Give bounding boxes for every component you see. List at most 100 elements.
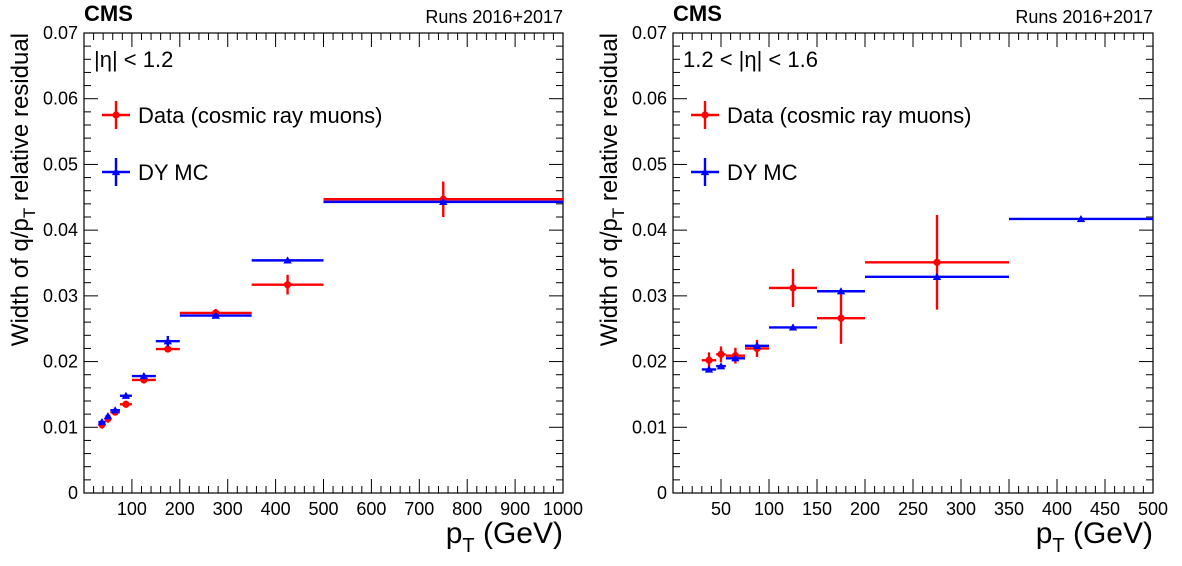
series-data <box>701 215 1009 369</box>
point-marker <box>110 406 120 414</box>
data-point <box>251 274 324 295</box>
series-data <box>98 181 563 429</box>
data-point <box>716 362 726 370</box>
chart-panel-1: 0 0.01 0.02 0.03 0.04 0.05 0.06 0.07 100 200 300 40… <box>7 1 583 557</box>
x-axis-title-sub: T <box>1052 535 1064 557</box>
data-point <box>155 335 180 347</box>
legend-entry: Data (cosmic ray muons) <box>691 101 972 129</box>
y-tick-label: 0.03 <box>632 286 667 306</box>
data-point <box>97 418 107 426</box>
legend-entry: DY MC <box>691 158 798 186</box>
point-marker <box>752 341 762 349</box>
data-point <box>769 323 817 331</box>
chart-panel-2: 0 0.01 0.02 0.03 0.04 0.05 0.06 0.07 50 100 150 200… <box>596 1 1168 557</box>
x-axis-title: pT (GeV) <box>1036 517 1153 557</box>
x-tick-label: 600 <box>356 499 386 519</box>
x-tick-label: 450 <box>1090 499 1120 519</box>
legend-label: DY MC <box>727 160 798 185</box>
x-tick-label: 50 <box>711 499 731 519</box>
data-point <box>251 256 324 264</box>
y-axis-title-rest: relative residual <box>7 33 34 208</box>
y-tick-label: 0.04 <box>43 220 78 240</box>
y-tick-label: 0.05 <box>632 154 667 174</box>
data-point <box>323 197 563 206</box>
plot-frame <box>83 32 564 494</box>
point-marker <box>717 350 725 358</box>
data-point <box>119 400 132 408</box>
experiment-label: CMS <box>673 1 722 26</box>
point-marker <box>122 400 130 408</box>
x-axis-title-main: p <box>446 517 463 550</box>
region-label: |η| < 1.2 <box>94 47 173 72</box>
x-tick-label: 200 <box>850 499 880 519</box>
point-marker <box>164 345 172 353</box>
legend-label: Data (cosmic ray muons) <box>727 103 972 128</box>
y-tick-label: 0.04 <box>632 220 667 240</box>
data-point <box>110 406 120 414</box>
x-tick-label: 250 <box>898 499 928 519</box>
y-axis-title: Width of q/pT relative residual <box>7 33 39 346</box>
legend-label: DY MC <box>138 160 209 185</box>
x-tick-label: 400 <box>1042 499 1072 519</box>
data-point <box>716 346 726 363</box>
x-tick-label: 800 <box>452 499 482 519</box>
x-tick-label: 200 <box>165 499 195 519</box>
x-tick-label: 400 <box>261 499 291 519</box>
legend-marker <box>701 111 709 119</box>
x-tick-label: 300 <box>213 499 243 519</box>
data-point <box>865 215 1009 310</box>
y-tick-label: 0.01 <box>43 417 78 437</box>
point-marker <box>933 258 941 266</box>
point-marker <box>163 337 173 345</box>
data-point <box>865 272 1009 280</box>
legend-label: Data (cosmic ray muons) <box>138 103 383 128</box>
y-tick-label: 0.07 <box>632 23 667 43</box>
region-label: 1.2 < |η| < 1.6 <box>683 47 818 72</box>
point-marker <box>97 418 107 426</box>
data-point <box>155 345 180 353</box>
point-marker <box>705 356 713 364</box>
y-tick-label: 0.07 <box>43 23 78 43</box>
point-marker <box>932 272 942 280</box>
x-axis-title-unit: (GeV) <box>1065 517 1153 550</box>
series-mc <box>701 214 1153 373</box>
data-point <box>817 292 865 344</box>
runs-label: Runs 2016+2017 <box>425 7 563 27</box>
x-tick-label: 500 <box>1138 499 1168 519</box>
y-axis-title-sub: T <box>20 208 39 218</box>
point-marker <box>283 256 292 264</box>
data-point <box>725 354 745 362</box>
data-point <box>119 391 132 399</box>
y-tick-label: 0.02 <box>632 352 667 372</box>
x-tick-label: 350 <box>994 499 1024 519</box>
legend-marker <box>112 111 120 119</box>
y-tick-label: 0.05 <box>43 154 78 174</box>
point-marker <box>836 287 846 295</box>
data-point <box>745 341 769 349</box>
runs-label: Runs 2016+2017 <box>1015 7 1153 27</box>
point-marker <box>704 365 714 373</box>
point-marker <box>716 362 726 370</box>
point-marker <box>211 311 220 319</box>
y-tick-label: 0.03 <box>43 286 78 306</box>
point-marker <box>121 391 131 399</box>
y-tick-label: 0.06 <box>632 89 667 109</box>
y-tick-label: 0 <box>657 483 667 503</box>
x-tick-label: 700 <box>404 499 434 519</box>
x-tick-label: 1000 <box>543 499 583 519</box>
x-tick-label: 300 <box>946 499 976 519</box>
series-mc <box>97 197 563 426</box>
x-axis-title-unit: (GeV) <box>475 517 563 550</box>
x-axis-title-main: p <box>1036 517 1053 550</box>
legend-marker <box>111 168 121 176</box>
y-axis-title-main: Width of q/p <box>596 218 623 346</box>
y-tick-label: 0.06 <box>43 89 78 109</box>
y-tick-label: 0.01 <box>632 417 667 437</box>
data-point <box>103 412 113 420</box>
point-marker <box>103 412 113 420</box>
point-marker <box>439 197 448 206</box>
x-tick-label: 900 <box>500 499 530 519</box>
x-tick-label: 150 <box>802 499 832 519</box>
